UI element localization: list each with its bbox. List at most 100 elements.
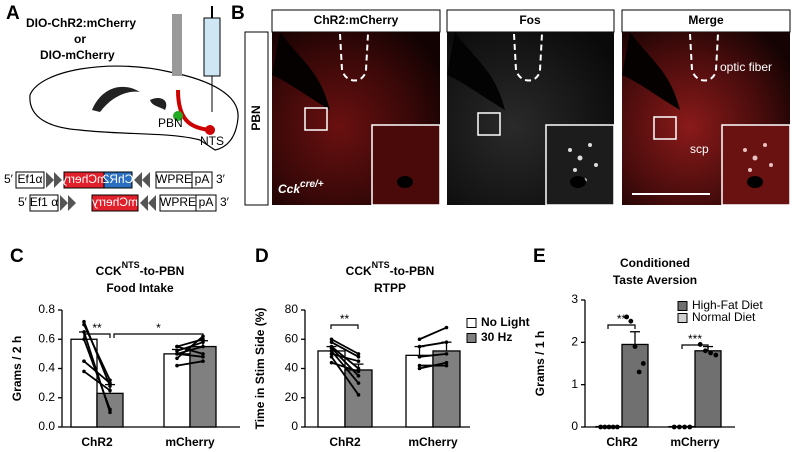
subject-point [356, 381, 361, 385]
construct-end: 5′ [4, 172, 14, 186]
optic-fiber [172, 14, 182, 76]
sig-bracket [607, 324, 636, 329]
title-part: NTS [122, 260, 140, 270]
y-axis-label: Time in Stim Side (%) [253, 308, 267, 430]
sig-label: ** [92, 321, 102, 335]
chart-title: Food Intake [106, 281, 174, 295]
brain-outline [29, 65, 239, 151]
subject-point [201, 340, 205, 344]
construct-element: pA [195, 172, 210, 186]
construct-end: 3′ [220, 195, 230, 209]
subject-point [444, 360, 449, 365]
construct-1: 5′ Ef1α mCherry ChR2 WPRE pA 3′ [4, 171, 226, 189]
region-label: PBN [158, 116, 183, 130]
subject-point [108, 410, 112, 415]
chart-title: CCKNTS-to-PBN [96, 260, 185, 278]
subject-point [108, 384, 112, 388]
panel-letter: B [231, 3, 245, 24]
virus-label: DIO-ChR2:mCherry [26, 16, 136, 30]
title-part: CCK [346, 264, 372, 278]
construct-element: pA [199, 195, 214, 209]
subject-line [331, 338, 359, 355]
subject-point [636, 369, 642, 375]
sig-bracket [113, 333, 204, 338]
bar [694, 350, 722, 428]
subject-point [602, 424, 608, 430]
y-axis-label: Grams / 1 h [533, 331, 547, 396]
sig-bracket [681, 344, 709, 349]
virus-label: or [74, 32, 86, 46]
bar [621, 343, 649, 428]
genotype-sup: cre/+ [300, 179, 324, 190]
sig-bracket [330, 324, 359, 329]
title-part: -to-PBN [390, 264, 435, 278]
subject-point [108, 388, 112, 393]
subject-point [175, 349, 179, 353]
subject-line [176, 352, 204, 358]
construct-gene: mCherry [61, 172, 107, 186]
subject-point [417, 363, 422, 368]
subject-line [176, 345, 204, 355]
panel-letter: C [10, 246, 24, 267]
sig-label: ** [617, 312, 627, 326]
subject-point [82, 359, 86, 363]
subject-point [614, 424, 620, 430]
construct-gene: ChR2 [102, 172, 133, 186]
column-title: Fos [519, 13, 541, 27]
chart-title: CCKNTS-to-PBN [346, 260, 435, 278]
chart: E Conditioned Taste Aversion Grams / 1 h 0 1 2… [533, 246, 763, 449]
y-tick-label: 0.4 [38, 361, 55, 375]
image-annotation: optic fiber [720, 60, 772, 74]
bar [344, 369, 373, 428]
pbn-site [173, 111, 183, 121]
x-tick-label: ChR2 [606, 435, 638, 449]
construct-box [91, 194, 139, 212]
genotype: Cckcre/+ [278, 179, 324, 197]
subject-line [176, 360, 204, 367]
legend-label: High-Fat Diet [692, 298, 763, 312]
roi-box [653, 116, 677, 140]
subject-line [419, 326, 447, 341]
legend-swatch [677, 313, 688, 323]
subject-point [444, 363, 449, 368]
y-tick-label: 1 [571, 377, 578, 391]
nts-site [205, 125, 215, 135]
y-tick-label: 0 [291, 419, 298, 433]
subject-point [444, 325, 449, 330]
panel-letter: D [255, 246, 269, 267]
lox-site [140, 195, 156, 211]
subject-point [201, 337, 205, 342]
subject-point [175, 356, 179, 361]
y-tick-label: 0 [571, 419, 578, 433]
fiber-track [689, 33, 719, 82]
construct-box [191, 171, 213, 189]
construct-box [29, 194, 59, 212]
lox-site [60, 195, 76, 211]
subject-point [82, 330, 86, 334]
row-label-box [244, 31, 269, 206]
inset [721, 124, 791, 206]
image-annotation: scp [690, 142, 709, 156]
y-tick-label: 60 [285, 331, 299, 345]
subject-line [419, 361, 447, 370]
x-tick-label: mCherry [408, 435, 458, 449]
column-title: ChR2:mCherry [314, 13, 399, 27]
subject-point [444, 340, 449, 344]
subject-point [329, 360, 334, 365]
subject-point [417, 366, 422, 371]
subject-line [331, 341, 359, 358]
y-tick-label: 0.0 [38, 419, 55, 433]
legend-label: Normal Diet [692, 310, 756, 324]
subject-point [329, 346, 334, 350]
projection [176, 89, 211, 132]
subject-line [331, 361, 359, 373]
construct-2: 5′ Ef1 α mCherry WPRE pA 3′ [18, 194, 230, 212]
legend-swatch [466, 318, 477, 328]
brain-structure [150, 98, 167, 110]
tissue-dark [447, 32, 505, 110]
title-part: Conditioned [620, 256, 690, 270]
subject-point [108, 407, 112, 412]
y-tick-label: 3 [571, 292, 578, 306]
subject-point [417, 355, 422, 359]
